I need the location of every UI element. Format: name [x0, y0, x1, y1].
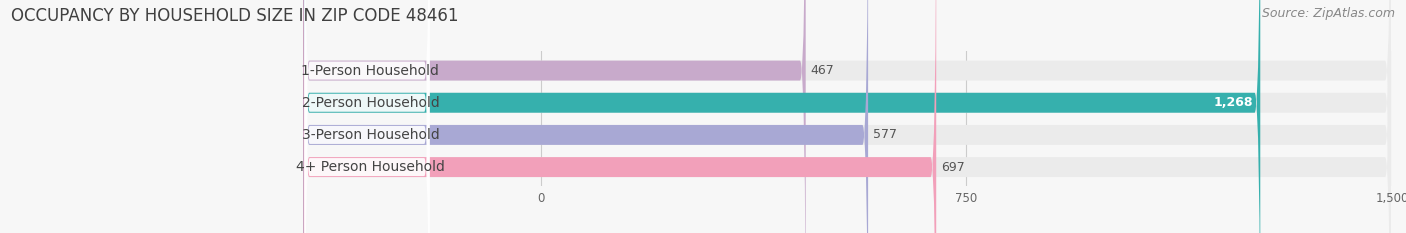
- Text: 2-Person Household: 2-Person Household: [301, 96, 439, 110]
- FancyBboxPatch shape: [305, 0, 429, 233]
- FancyBboxPatch shape: [304, 0, 868, 233]
- Text: 1,268: 1,268: [1213, 96, 1254, 109]
- Text: Source: ZipAtlas.com: Source: ZipAtlas.com: [1261, 7, 1395, 20]
- Text: 4+ Person Household: 4+ Person Household: [295, 160, 444, 174]
- FancyBboxPatch shape: [304, 0, 1260, 233]
- FancyBboxPatch shape: [305, 0, 429, 233]
- FancyBboxPatch shape: [304, 0, 936, 233]
- FancyBboxPatch shape: [305, 0, 429, 233]
- Text: 3-Person Household: 3-Person Household: [301, 128, 439, 142]
- FancyBboxPatch shape: [304, 0, 1391, 233]
- Text: 697: 697: [941, 161, 965, 174]
- Text: 467: 467: [810, 64, 834, 77]
- FancyBboxPatch shape: [304, 0, 806, 233]
- FancyBboxPatch shape: [304, 0, 1391, 233]
- FancyBboxPatch shape: [305, 0, 429, 233]
- Text: 1-Person Household: 1-Person Household: [301, 64, 439, 78]
- FancyBboxPatch shape: [304, 0, 1391, 233]
- FancyBboxPatch shape: [304, 0, 1391, 233]
- Text: 577: 577: [873, 128, 897, 141]
- Text: OCCUPANCY BY HOUSEHOLD SIZE IN ZIP CODE 48461: OCCUPANCY BY HOUSEHOLD SIZE IN ZIP CODE …: [11, 7, 458, 25]
